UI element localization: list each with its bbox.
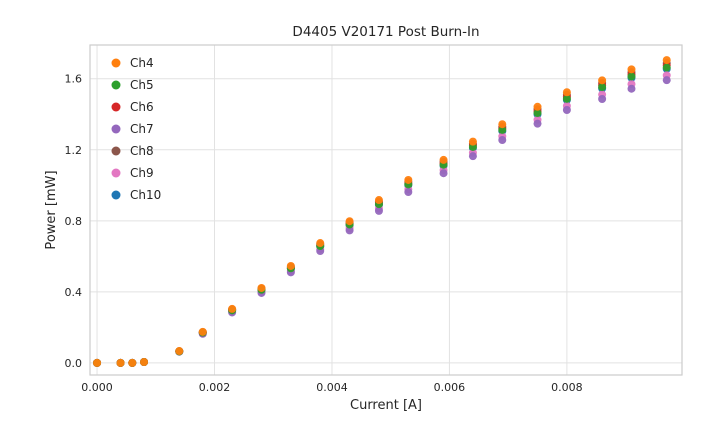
- data-point-ch4: [533, 102, 542, 111]
- plot-area: [90, 45, 682, 375]
- data-point-ch7: [468, 152, 477, 161]
- data-point-ch7: [562, 106, 571, 115]
- chart-title: D4405 V20171 Post Burn-In: [292, 24, 479, 40]
- data-point-ch7: [598, 94, 607, 103]
- legend-marker-ch10: [111, 190, 121, 200]
- data-point-ch4: [140, 358, 149, 367]
- data-point-ch7: [627, 84, 636, 93]
- x-tick-label: 0.002: [199, 381, 231, 394]
- x-tick-label: 0.004: [316, 381, 348, 394]
- data-point-ch7: [404, 188, 413, 197]
- data-point-ch4: [198, 327, 207, 336]
- legend-marker-ch7: [111, 124, 121, 134]
- data-point-ch4: [627, 65, 636, 74]
- data-point-ch4: [662, 56, 671, 65]
- data-point-ch4: [175, 347, 184, 356]
- data-point-ch5: [662, 63, 671, 72]
- data-point-ch7: [345, 226, 354, 235]
- data-point-ch4: [374, 196, 383, 205]
- y-tick-label: 0.0: [65, 357, 83, 370]
- data-point-ch4: [439, 155, 448, 164]
- data-point-ch7: [374, 206, 383, 215]
- data-point-ch4: [286, 261, 295, 270]
- legend-marker-ch4: [111, 58, 121, 68]
- y-tick-label: 1.2: [65, 144, 83, 157]
- data-point-ch4: [468, 137, 477, 146]
- data-point-ch7: [498, 136, 507, 145]
- data-point-ch4: [404, 175, 413, 184]
- x-tick-label: 0.006: [434, 381, 466, 394]
- legend-marker-ch9: [111, 168, 121, 178]
- plot-border: [89, 44, 683, 376]
- legend-label-ch9: Ch9: [130, 166, 154, 180]
- legend-marker-ch8: [111, 146, 121, 156]
- y-tick-label: 1.6: [65, 73, 83, 86]
- data-point-ch5: [598, 83, 607, 92]
- data-point-ch4: [498, 120, 507, 129]
- legend-label-ch10: Ch10: [130, 188, 161, 202]
- y-tick-label: 0.4: [65, 286, 83, 299]
- legend-label-ch4: Ch4: [130, 56, 154, 70]
- legend-label-ch7: Ch7: [130, 122, 154, 136]
- legend-label-ch6: Ch6: [130, 100, 154, 114]
- legend-label-ch5: Ch5: [130, 78, 154, 92]
- data-point-ch7: [662, 76, 671, 85]
- data-point-ch5: [562, 94, 571, 103]
- y-tick-label: 0.8: [65, 215, 83, 228]
- data-point-ch7: [439, 169, 448, 178]
- x-tick-label: 0.008: [551, 381, 583, 394]
- data-point-ch4: [257, 283, 266, 292]
- legend-marker-ch5: [111, 80, 121, 90]
- data-point-ch4: [128, 358, 137, 367]
- data-point-ch4: [345, 217, 354, 226]
- y-axis-title: Power [mW]: [44, 170, 59, 249]
- data-point-ch7: [533, 119, 542, 128]
- x-axis-title: Current [A]: [350, 398, 422, 413]
- data-point-ch4: [598, 76, 607, 85]
- data-point-ch5: [533, 109, 542, 118]
- legend-label-ch8: Ch8: [130, 144, 154, 158]
- data-point-ch5: [627, 72, 636, 81]
- data-point-ch4: [228, 304, 237, 313]
- x-tick-label: 0.000: [81, 381, 113, 394]
- data-point-ch5: [498, 125, 507, 134]
- data-point-ch4: [562, 88, 571, 97]
- data-point-ch4: [316, 239, 325, 248]
- data-point-ch4: [93, 358, 102, 367]
- data-point-ch4: [116, 358, 125, 367]
- legend-marker-ch6: [111, 102, 121, 112]
